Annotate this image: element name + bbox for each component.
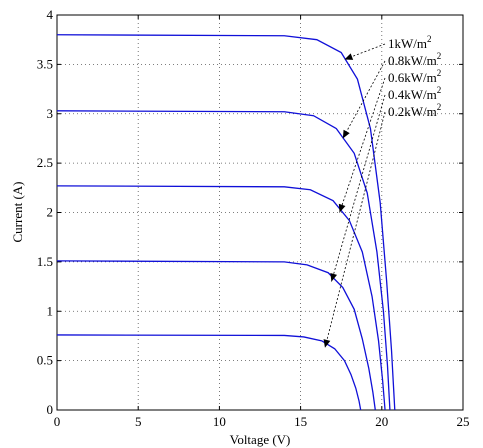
annotations: 1kW/m20.8kW/m20.6kW/m20.4kW/m20.2kW/m2 bbox=[323, 34, 441, 348]
annotation-leader bbox=[331, 94, 386, 282]
iv-curve bbox=[56, 260, 376, 411]
x-tick-label: 25 bbox=[457, 414, 470, 429]
y-tick-label: 2.5 bbox=[37, 155, 53, 170]
arrowhead bbox=[342, 129, 350, 139]
irradiance-label: 0.4kW/m2 bbox=[388, 85, 441, 102]
arrowhead bbox=[323, 339, 331, 348]
iv-curve bbox=[56, 34, 396, 411]
y-tick-label: 1 bbox=[47, 303, 54, 318]
y-tick-label: 2 bbox=[47, 205, 54, 220]
irradiance-label: 0.8kW/m2 bbox=[388, 51, 441, 68]
irradiance-label: 0.6kW/m2 bbox=[388, 68, 441, 85]
y-tick-label: 3.5 bbox=[37, 56, 53, 71]
irradiance-label: 1kW/m2 bbox=[388, 34, 432, 51]
annotation-leader bbox=[342, 60, 386, 139]
y-axis-label: Current (A) bbox=[10, 181, 25, 242]
y-tick-label: 0.5 bbox=[37, 353, 53, 368]
x-tick-label: 5 bbox=[135, 414, 142, 429]
y-tick-label: 1.5 bbox=[37, 254, 53, 269]
x-tick-label: 15 bbox=[294, 414, 307, 429]
x-tick-label: 10 bbox=[213, 414, 226, 429]
irradiance-label: 0.2kW/m2 bbox=[388, 102, 441, 119]
x-tick-label: 20 bbox=[375, 414, 388, 429]
iv-curve bbox=[56, 185, 386, 411]
iv-curve bbox=[56, 110, 391, 411]
annotation-leader bbox=[324, 111, 386, 348]
x-axis-label: Voltage (V) bbox=[230, 432, 291, 447]
curves bbox=[56, 34, 396, 411]
iv-curve bbox=[56, 334, 362, 411]
arrowhead bbox=[344, 53, 354, 60]
arrowhead bbox=[338, 203, 346, 213]
y-tick-label: 0 bbox=[47, 402, 54, 417]
arrowhead bbox=[330, 272, 338, 282]
y-tick-label: 3 bbox=[47, 106, 54, 121]
ticks: 0 5 10 15 20 25 0 0.5 1 1.5 2 2.5 3 3.5 4 bbox=[37, 7, 470, 429]
x-tick-label: 0 bbox=[54, 414, 61, 429]
y-tick-label: 4 bbox=[47, 7, 54, 22]
